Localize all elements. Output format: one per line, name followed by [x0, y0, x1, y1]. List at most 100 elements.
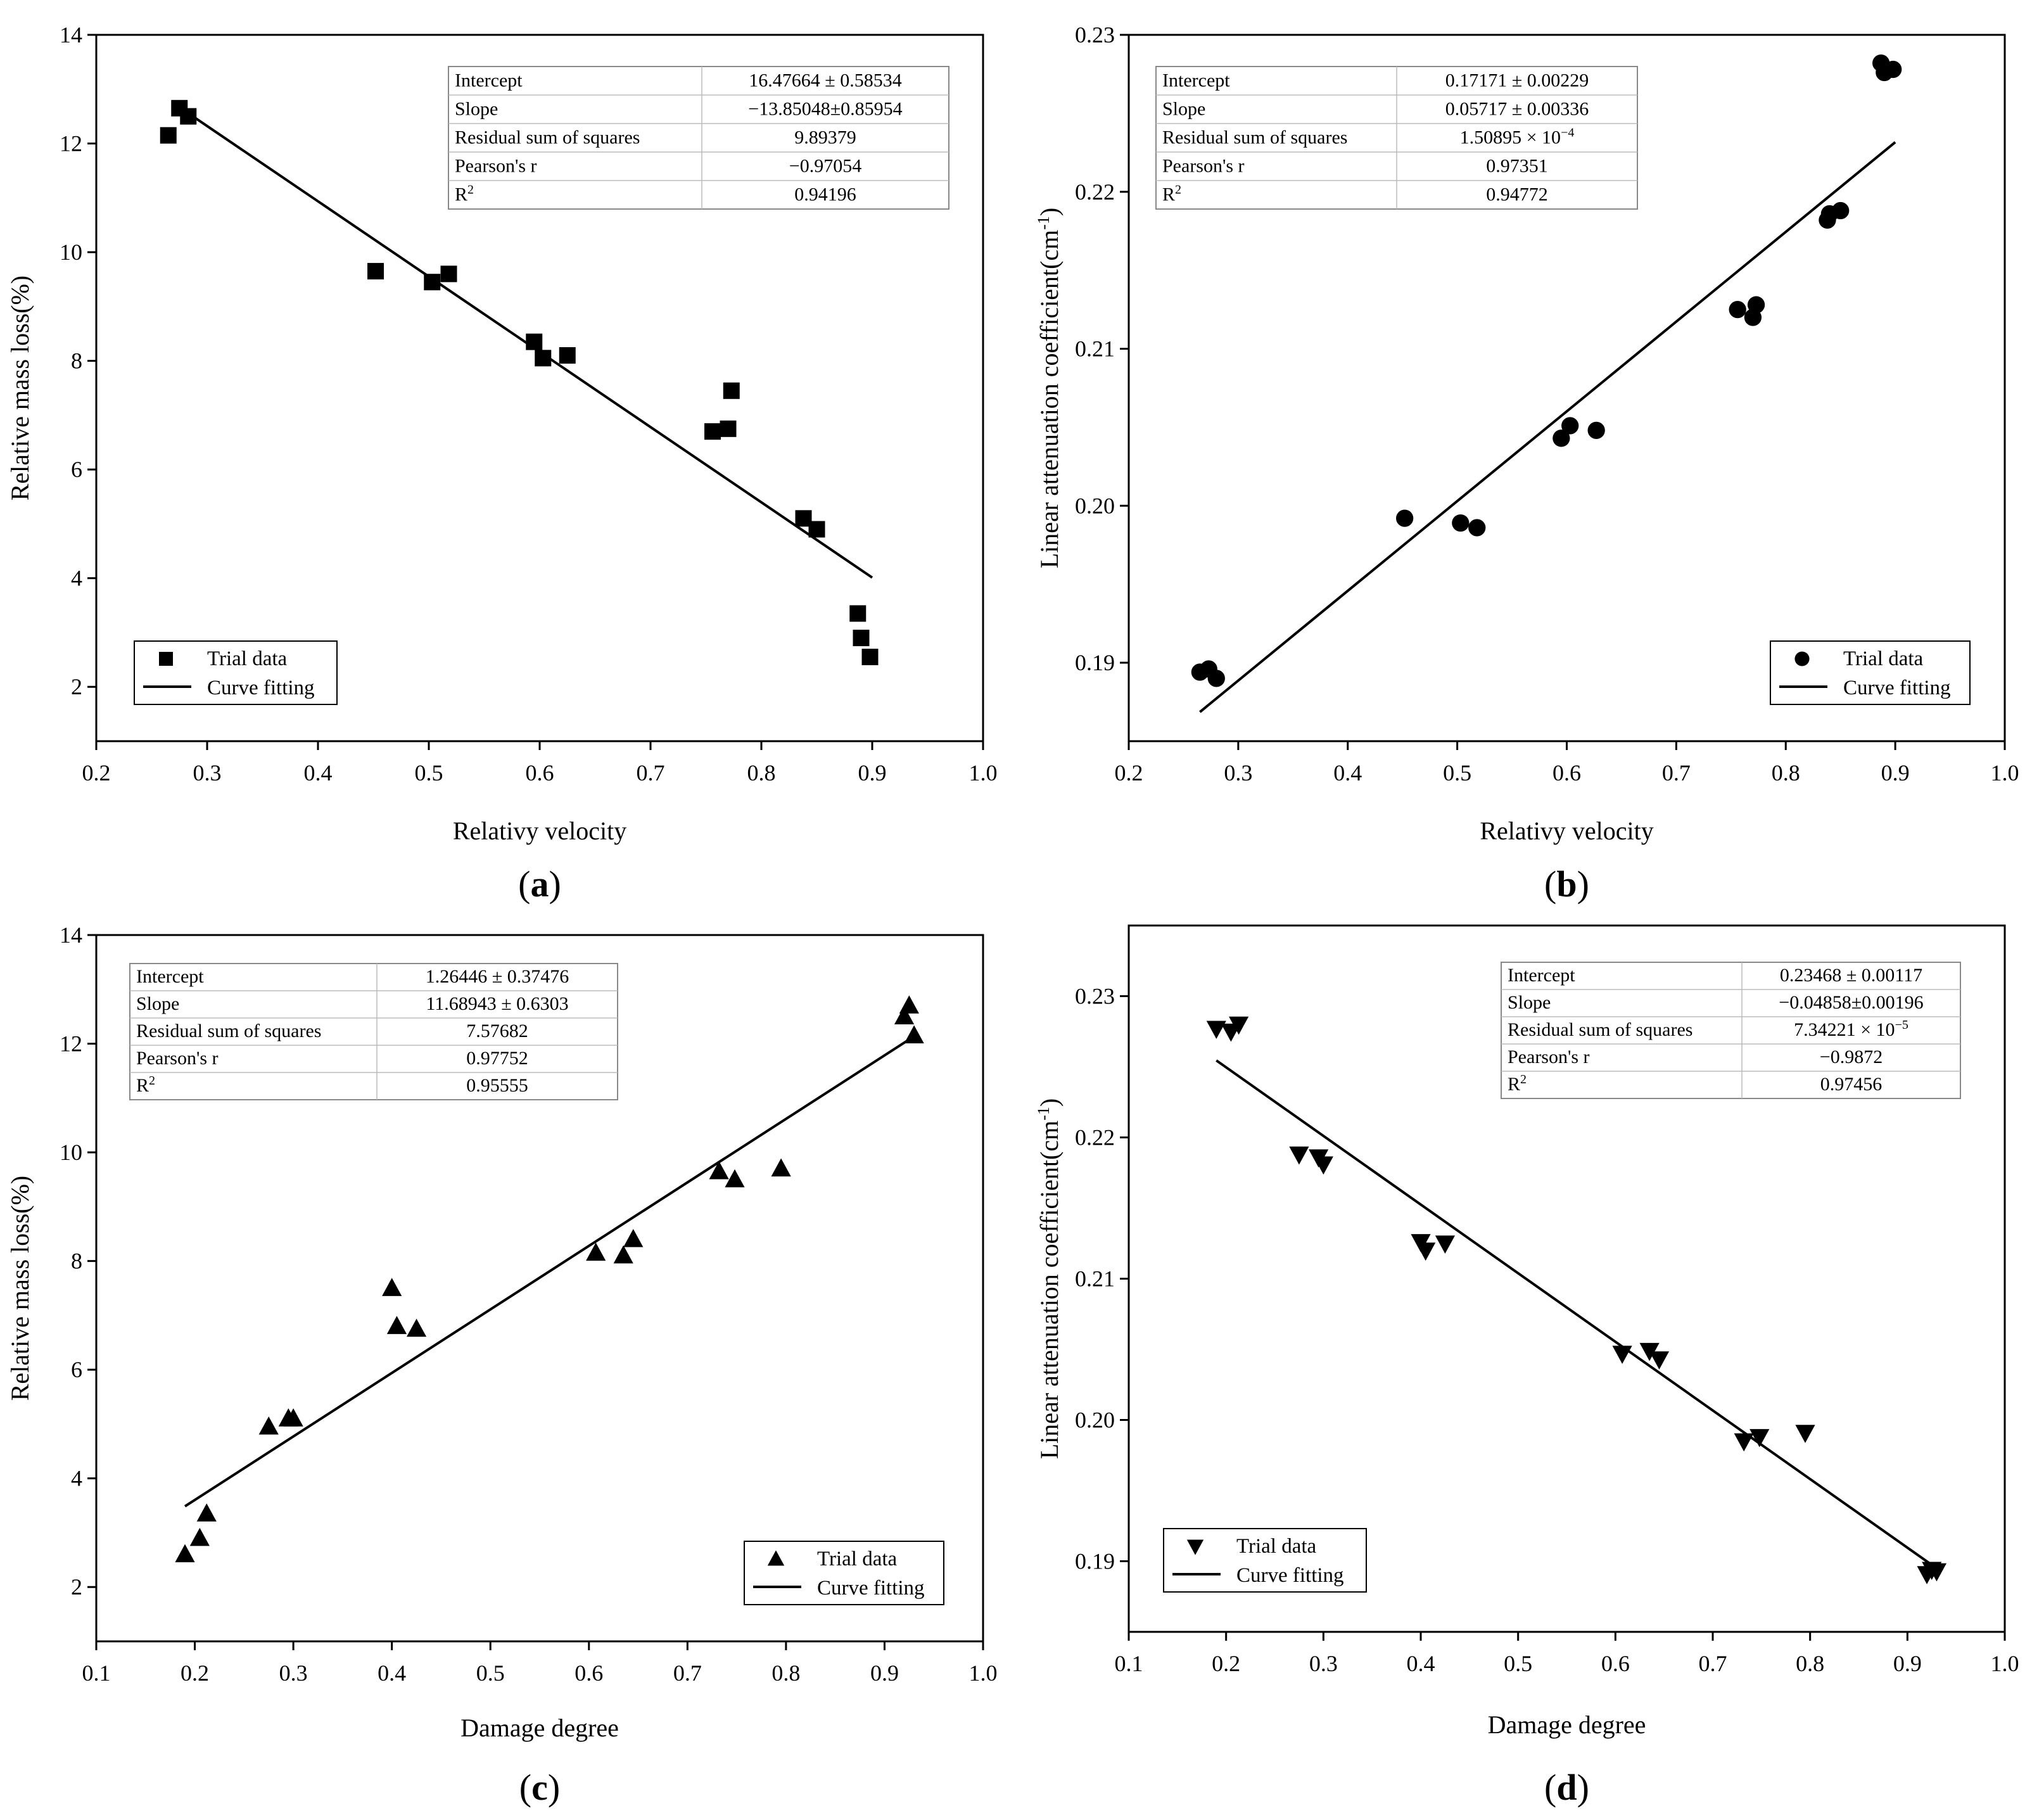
stats-row-label: Intercept — [1162, 70, 1230, 91]
data-point — [1395, 509, 1414, 527]
chart-svg-c: 0.1 0.2 0.3 0.4 0.5 0.6 0.7 0.8 0.9 1.0 2 4 6 8 10 12 14… — [6, 922, 998, 1808]
data-point — [382, 1278, 402, 1296]
x-tick-label: 1.0 — [1991, 760, 2019, 786]
data-point — [1206, 1021, 1226, 1040]
legend-marker — [767, 1550, 785, 1566]
data-point — [559, 347, 576, 364]
data-point — [1612, 1346, 1632, 1364]
data-point — [440, 265, 457, 283]
y-tick-label: 14 — [60, 22, 82, 48]
data-point — [613, 1245, 633, 1264]
stats-table: Intercept 0.23468 ± 0.00117 Slope −0.04858±… — [1501, 962, 1961, 1099]
x-tick-label: 0.7 — [1699, 1651, 1727, 1676]
data-point — [1468, 519, 1486, 537]
data-points — [160, 99, 879, 666]
y-tick-label: 4 — [71, 1466, 82, 1491]
fit-line — [1216, 1059, 1933, 1566]
y-tick-label: 0.21 — [1075, 336, 1115, 362]
x-tick-label: 0.2 — [181, 1660, 209, 1686]
stats-row-label: R2 — [1162, 183, 1181, 205]
data-point — [1416, 1242, 1436, 1261]
data-points — [1191, 54, 1902, 687]
data-point — [725, 1169, 745, 1188]
data-point — [861, 649, 879, 666]
x-tick-label: 0.9 — [1893, 1651, 1922, 1676]
subfigure-label: (a) — [518, 863, 561, 905]
legend-label-fit: Curve fitting — [207, 677, 315, 699]
stats-table: Intercept 16.47664 ± 0.58534 Slope −13.8504… — [448, 66, 949, 210]
stats-row-label: Residual sum of squares — [1508, 1019, 1692, 1040]
stats-row-value: 7.57682 — [466, 1021, 528, 1041]
stats-row-value: −13.85048±0.85954 — [748, 99, 902, 120]
y-tick-label: 6 — [71, 1357, 82, 1382]
subfigure-label: (d) — [1544, 1767, 1589, 1808]
stats-row-value: 0.97752 — [466, 1048, 528, 1069]
data-point — [849, 605, 867, 622]
data-point — [853, 630, 870, 647]
plot-frame — [95, 934, 984, 1643]
x-tick-label: 0.1 — [1115, 1651, 1143, 1676]
data-point — [623, 1229, 644, 1247]
x-tick-label: 0.7 — [637, 760, 665, 786]
data-point — [424, 274, 441, 291]
x-tick-label: 0.3 — [1224, 760, 1252, 786]
data-point — [1289, 1146, 1309, 1165]
data-point — [189, 1527, 210, 1546]
subfigure-label: (b) — [1544, 863, 1589, 905]
y-tick-label: 0.19 — [1075, 1549, 1115, 1574]
data-point — [283, 1408, 303, 1427]
chart-svg-d: 0.1 0.2 0.3 0.4 0.5 0.6 0.7 0.8 0.9 1.0 0.19 0.20 0.… — [1034, 924, 2019, 1808]
data-point — [1649, 1351, 1670, 1370]
data-point — [1729, 300, 1746, 319]
x-tick-label: 0.5 — [1504, 1651, 1532, 1676]
x-tick-label: 0.9 — [1881, 760, 1910, 786]
stats-row-value: 9.89379 — [794, 127, 856, 148]
stats-row-value: 0.94772 — [1486, 184, 1548, 205]
x-tick-label: 0.2 — [1212, 1651, 1240, 1676]
x-tick-label: 0.8 — [1796, 1651, 1824, 1676]
chart-panel-d: 0.1 0.2 0.3 0.4 0.5 0.6 0.7 0.8 0.9 1.0 0.19 0.20 0.… — [1013, 910, 2032, 1820]
y-tick-label: 2 — [71, 1574, 82, 1600]
x-tick-label: 0.6 — [575, 1660, 603, 1686]
x-tick-label: 0.4 — [378, 1660, 406, 1686]
legend-label-fit: Curve fitting — [1843, 677, 1951, 699]
x-tick-label: 1.0 — [969, 1660, 998, 1686]
y-tick-label: 0.22 — [1075, 179, 1115, 205]
y-tick-label: 0.20 — [1075, 493, 1115, 518]
stats-row-label: R2 — [1508, 1072, 1527, 1095]
y-tick-label: 8 — [71, 348, 82, 374]
data-point — [1587, 421, 1605, 440]
stats-row-value: 0.95555 — [466, 1075, 528, 1096]
chart-panel-a: 0.2 0.3 0.4 0.5 0.6 0.7 0.8 0.9 1.0 2 4 6 8 10 12 14 Rel… — [0, 0, 1013, 910]
data-point — [1207, 670, 1225, 687]
stats-table: Intercept 0.17171 ± 0.00229 Slope 0.05717 ±… — [1155, 66, 1638, 210]
data-point — [899, 995, 919, 1014]
x-tick-label: 0.2 — [82, 760, 111, 786]
x-tick-label: 0.6 — [1553, 760, 1581, 786]
stats-row-value: 7.34221 × 10−5 — [1794, 1018, 1908, 1040]
data-point — [535, 350, 552, 367]
y-tick-label: 10 — [60, 1140, 82, 1165]
data-point — [1313, 1156, 1333, 1175]
data-point — [258, 1416, 279, 1435]
stats-row-label: Pearson's r — [1508, 1047, 1590, 1067]
x-tick-label: 0.8 — [1772, 760, 1800, 786]
x-tick-label: 0.3 — [1309, 1651, 1338, 1676]
x-axis-label: Damage degree — [460, 1714, 619, 1742]
legend-label-fit: Curve fitting — [1236, 1564, 1344, 1587]
data-point — [709, 1161, 729, 1180]
chart-svg-b: 0.2 0.3 0.4 0.5 0.6 0.7 0.8 0.9 1.0 0.19 0.20 0.21 0… — [1034, 22, 2019, 905]
data-point — [1926, 1563, 1947, 1582]
x-tick-label: 0.7 — [1662, 760, 1691, 786]
data-points — [175, 995, 924, 1563]
legend-label-trial: Trial data — [817, 1548, 898, 1570]
data-point — [1229, 1016, 1249, 1035]
data-point — [904, 1025, 924, 1044]
chart-panel-c: 0.1 0.2 0.3 0.4 0.5 0.6 0.7 0.8 0.9 1.0 2 4 6 8 10 12 14… — [0, 910, 1013, 1820]
y-tick-label: 0.23 — [1075, 984, 1115, 1009]
legend: Trial data Curve fitting — [744, 1541, 944, 1605]
legend-label-trial: Trial data — [1236, 1535, 1317, 1558]
x-axis-label: Relativy velocity — [1480, 817, 1653, 845]
data-point — [526, 333, 543, 350]
data-point — [808, 521, 825, 538]
